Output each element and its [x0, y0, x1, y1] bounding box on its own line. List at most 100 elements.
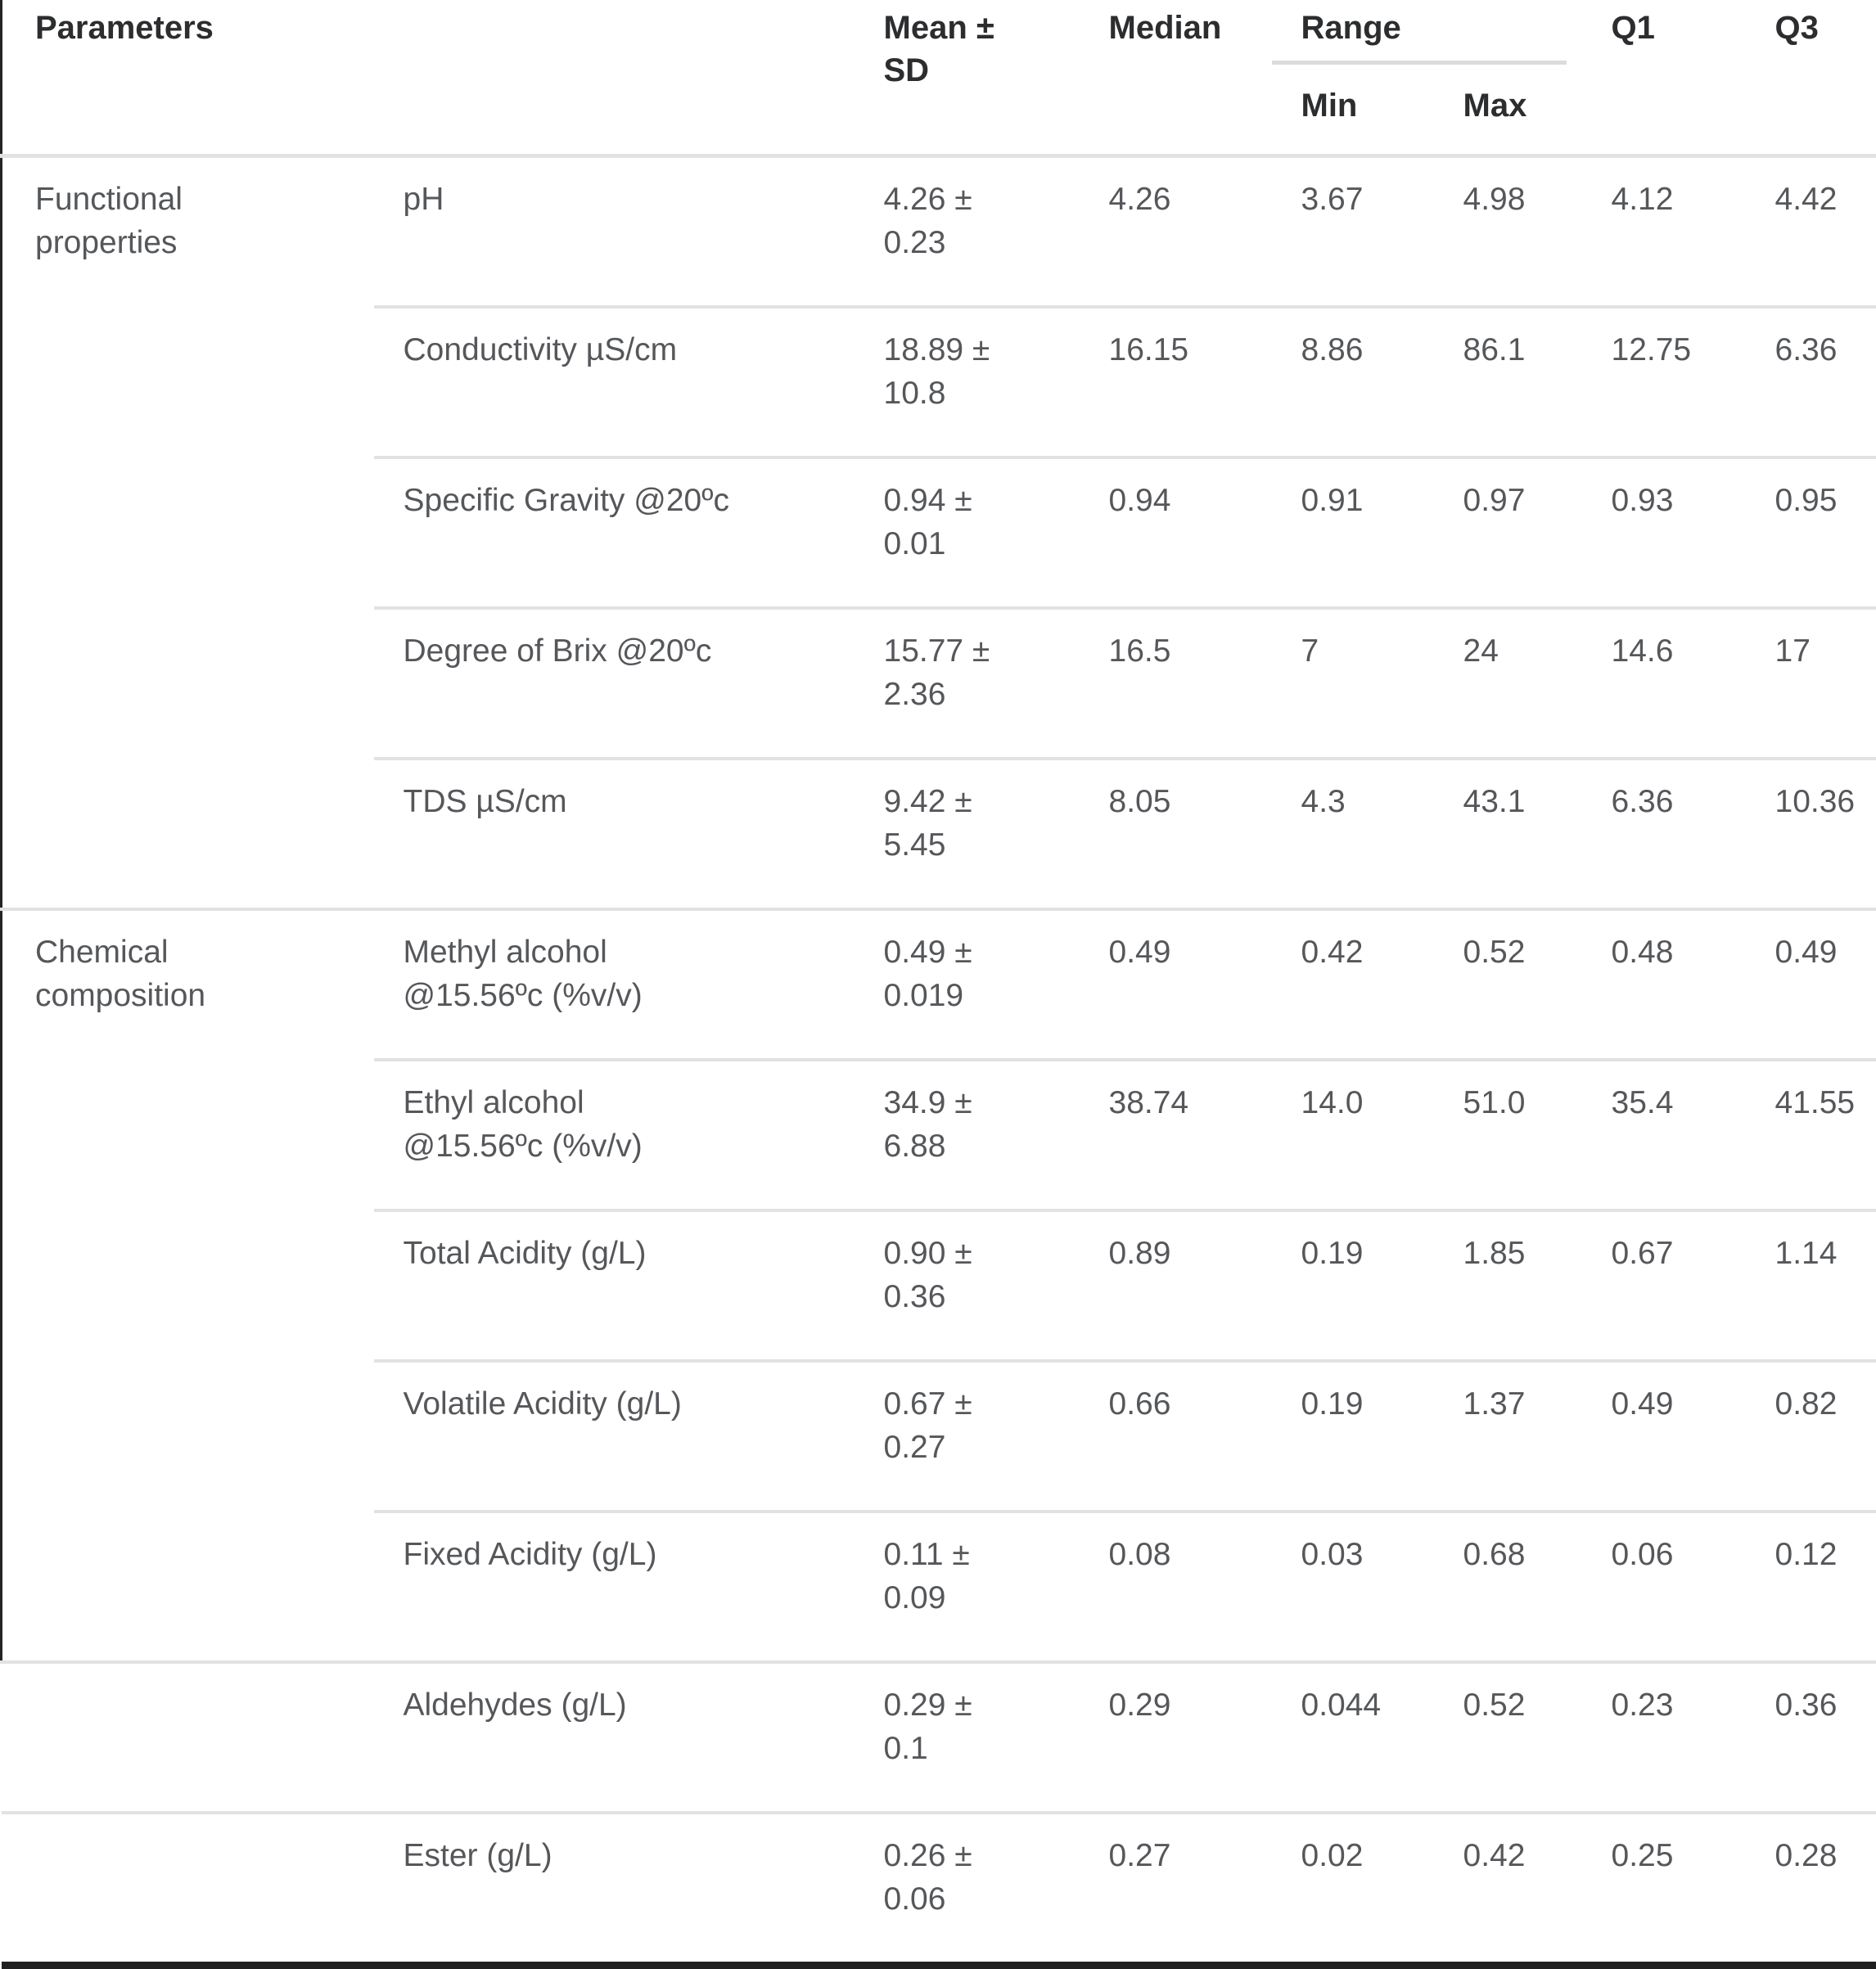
q1-cell: 14.6 — [1591, 608, 1755, 759]
col-header-range: Range Min Max — [1272, 0, 1591, 156]
q3-cell: 0.28 — [1755, 1813, 1876, 1966]
mean-sd-cell: 34.9 ± 6.88 — [853, 1060, 1090, 1210]
range-subheaders: Min Max — [1272, 84, 1591, 127]
param-cell: Volatile Acidity (g/L) — [374, 1361, 853, 1512]
median-cell: 0.94 — [1090, 457, 1272, 608]
mean-sd-cell: 4.26 ± 0.23 — [853, 156, 1090, 308]
q3-cell: 0.82 — [1755, 1361, 1876, 1512]
param-cell: Ethyl alcohol @15.56ºc (%v/v) — [374, 1060, 853, 1210]
param-cell: Fixed Acidity (g/L) — [374, 1512, 853, 1662]
max-cell: 24 — [1450, 608, 1591, 759]
param-cell: Specific Gravity @20ºc — [374, 457, 853, 608]
mean-sd-cell: 15.77 ± 2.36 — [853, 608, 1090, 759]
max-cell: 0.52 — [1450, 1662, 1591, 1813]
median-cell: 16.5 — [1090, 608, 1272, 759]
col-header-parameters: Parameters — [2, 0, 853, 156]
q3-cell: 0.49 — [1755, 909, 1876, 1060]
param-cell: Conductivity µS/cm — [374, 307, 853, 457]
max-cell: 0.42 — [1450, 1813, 1591, 1966]
median-cell: 0.49 — [1090, 909, 1272, 1060]
col-header-max: Max — [1450, 84, 1591, 127]
q1-cell: 0.48 — [1591, 909, 1755, 1060]
median-cell: 4.26 — [1090, 156, 1272, 308]
min-cell: 3.67 — [1272, 156, 1450, 308]
header-row: Parameters Mean ± SD Median Range Min Ma… — [2, 0, 1876, 156]
param-cell: Methyl alcohol @15.56ºc (%v/v) — [374, 909, 853, 1060]
q1-cell: 35.4 — [1591, 1060, 1755, 1210]
mean-sd-cell: 0.49 ± 0.019 — [853, 909, 1090, 1060]
param-cell: Ester (g/L) — [374, 1813, 853, 1966]
param-cell: TDS µS/cm — [374, 759, 853, 909]
mean-sd-cell: 0.29 ± 0.1 — [853, 1662, 1090, 1813]
q1-cell: 0.93 — [1591, 457, 1755, 608]
q3-cell: 0.95 — [1755, 457, 1876, 608]
mean-sd-cell: 0.94 ± 0.01 — [853, 457, 1090, 608]
median-cell: 38.74 — [1090, 1060, 1272, 1210]
mean-sd-cell: 18.89 ± 10.8 — [853, 307, 1090, 457]
range-label: Range — [1272, 7, 1591, 49]
min-cell: 0.03 — [1272, 1512, 1450, 1662]
col-header-median: Median — [1090, 0, 1272, 156]
col-header-q1: Q1 — [1591, 0, 1755, 156]
q3-cell: 1.14 — [1755, 1210, 1876, 1361]
max-cell: 4.98 — [1450, 156, 1591, 308]
q1-cell: 6.36 — [1591, 759, 1755, 909]
min-cell: 8.86 — [1272, 307, 1450, 457]
q3-cell: 10.36 — [1755, 759, 1876, 909]
mean-sd-line1: Mean ± — [884, 7, 1090, 49]
median-cell: 0.89 — [1090, 1210, 1272, 1361]
min-cell: 0.19 — [1272, 1361, 1450, 1512]
table-row: Aldehydes (g/L) 0.29 ± 0.1 0.29 0.044 0.… — [2, 1662, 1876, 1813]
min-cell: 0.19 — [1272, 1210, 1450, 1361]
min-cell: 7 — [1272, 608, 1450, 759]
min-cell: 14.0 — [1272, 1060, 1450, 1210]
median-cell: 16.15 — [1090, 307, 1272, 457]
mean-sd-cell: 0.67 ± 0.27 — [853, 1361, 1090, 1512]
q1-cell: 0.06 — [1591, 1512, 1755, 1662]
table-row: Functional properties pH 4.26 ± 0.23 4.2… — [2, 156, 1876, 308]
table-header: Parameters Mean ± SD Median Range Min Ma… — [2, 0, 1876, 156]
col-header-q3: Q3 — [1755, 0, 1876, 156]
min-cell: 0.91 — [1272, 457, 1450, 608]
group-label-chemical-composition: Chemical composition — [2, 909, 374, 1662]
col-header-mean-sd: Mean ± SD — [853, 0, 1090, 156]
q1-cell: 0.25 — [1591, 1813, 1755, 1966]
q1-cell: 0.67 — [1591, 1210, 1755, 1361]
q3-cell: 0.12 — [1755, 1512, 1876, 1662]
q1-cell: 12.75 — [1591, 307, 1755, 457]
max-cell: 51.0 — [1450, 1060, 1591, 1210]
max-cell: 86.1 — [1450, 307, 1591, 457]
median-cell: 8.05 — [1090, 759, 1272, 909]
mean-sd-line2: SD — [884, 49, 1090, 92]
q3-cell: 17 — [1755, 608, 1876, 759]
range-underline — [1272, 61, 1567, 65]
median-cell: 0.08 — [1090, 1512, 1272, 1662]
group-label-empty — [2, 1662, 374, 1813]
median-cell: 0.66 — [1090, 1361, 1272, 1512]
mean-sd-cell: 9.42 ± 5.45 — [853, 759, 1090, 909]
col-header-min: Min — [1272, 84, 1450, 127]
param-cell: pH — [374, 156, 853, 308]
group-functional-properties: Functional properties pH 4.26 ± 0.23 4.2… — [2, 156, 1876, 910]
q3-cell: 41.55 — [1755, 1060, 1876, 1210]
median-cell: 0.27 — [1090, 1813, 1272, 1966]
table-row: Ester (g/L) 0.26 ± 0.06 0.27 0.02 0.42 0… — [2, 1813, 1876, 1966]
mean-sd-cell: 0.90 ± 0.36 — [853, 1210, 1090, 1361]
q3-cell: 4.42 — [1755, 156, 1876, 308]
min-cell: 0.02 — [1272, 1813, 1450, 1966]
mean-sd-cell: 0.26 ± 0.06 — [853, 1813, 1090, 1966]
max-cell: 1.85 — [1450, 1210, 1591, 1361]
param-cell: Aldehydes (g/L) — [374, 1662, 853, 1813]
max-cell: 43.1 — [1450, 759, 1591, 909]
min-cell: 0.044 — [1272, 1662, 1450, 1813]
param-cell: Degree of Brix @20ºc — [374, 608, 853, 759]
table-row: Chemical composition Methyl alcohol @15.… — [2, 909, 1876, 1060]
group-label-functional-properties: Functional properties — [2, 156, 374, 910]
q1-cell: 0.49 — [1591, 1361, 1755, 1512]
group-label-empty — [2, 1813, 374, 1966]
group-chemical-composition: Chemical composition Methyl alcohol @15.… — [2, 909, 1876, 1662]
q3-cell: 0.36 — [1755, 1662, 1876, 1813]
max-cell: 0.68 — [1450, 1512, 1591, 1662]
max-cell: 0.52 — [1450, 909, 1591, 1060]
